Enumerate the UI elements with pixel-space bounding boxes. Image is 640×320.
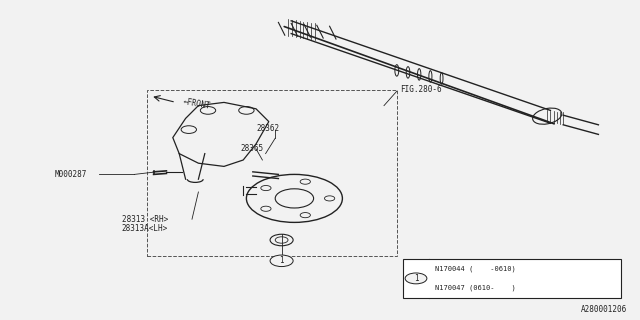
- Text: A280001206: A280001206: [581, 305, 627, 314]
- Text: N170047 (0610-    ): N170047 (0610- ): [435, 285, 516, 291]
- Text: 1: 1: [413, 274, 419, 283]
- Text: 28365: 28365: [240, 144, 263, 153]
- Text: 28362: 28362: [256, 124, 279, 132]
- Text: FIG.280-6: FIG.280-6: [400, 85, 442, 94]
- FancyBboxPatch shape: [403, 259, 621, 298]
- Text: N170044 (    -0610): N170044 ( -0610): [435, 266, 516, 272]
- Text: 28313 <RH>: 28313 <RH>: [122, 215, 168, 224]
- Text: ←FRONT: ←FRONT: [182, 97, 211, 111]
- Text: 28313A<LH>: 28313A<LH>: [122, 224, 168, 233]
- Circle shape: [405, 273, 427, 284]
- Text: M000287: M000287: [54, 170, 87, 179]
- Text: 1: 1: [279, 256, 284, 265]
- Circle shape: [270, 255, 293, 267]
